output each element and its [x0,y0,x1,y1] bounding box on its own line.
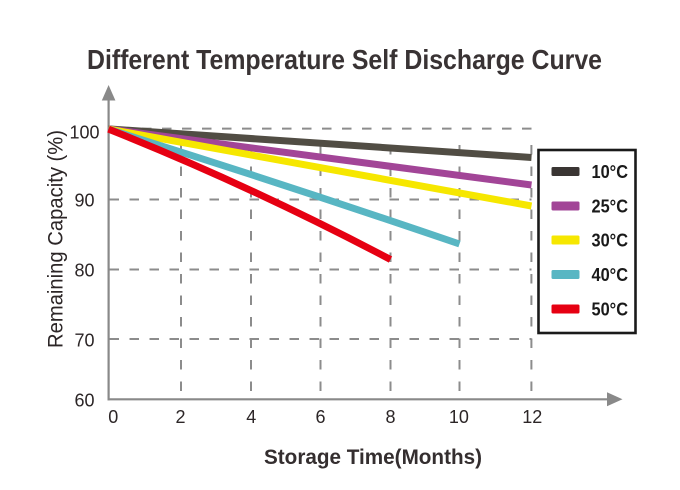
svg-text:Storage Time(Months): Storage Time(Months) [264,446,482,469]
svg-text:90: 90 [74,190,94,210]
svg-text:70: 70 [74,331,94,351]
svg-text:50°C: 50°C [592,299,629,320]
svg-text:8: 8 [385,407,395,427]
svg-text:12: 12 [522,407,542,427]
svg-text:10°C: 10°C [592,161,629,182]
svg-text:2: 2 [175,407,185,427]
svg-text:100: 100 [69,123,99,143]
svg-text:30°C: 30°C [592,230,629,251]
svg-text:Remaining Capacity (%): Remaining Capacity (%) [44,130,68,348]
svg-text:80: 80 [74,261,94,281]
svg-text:40°C: 40°C [592,264,629,285]
svg-text:4: 4 [246,407,256,427]
svg-text:6: 6 [315,407,325,427]
svg-text:10: 10 [449,407,469,427]
svg-text:60: 60 [74,391,94,411]
svg-text:25°C: 25°C [592,196,629,217]
svg-text:0: 0 [108,407,118,427]
svg-text:Different Temperature Self Dis: Different Temperature Self Discharge Cur… [87,44,602,75]
